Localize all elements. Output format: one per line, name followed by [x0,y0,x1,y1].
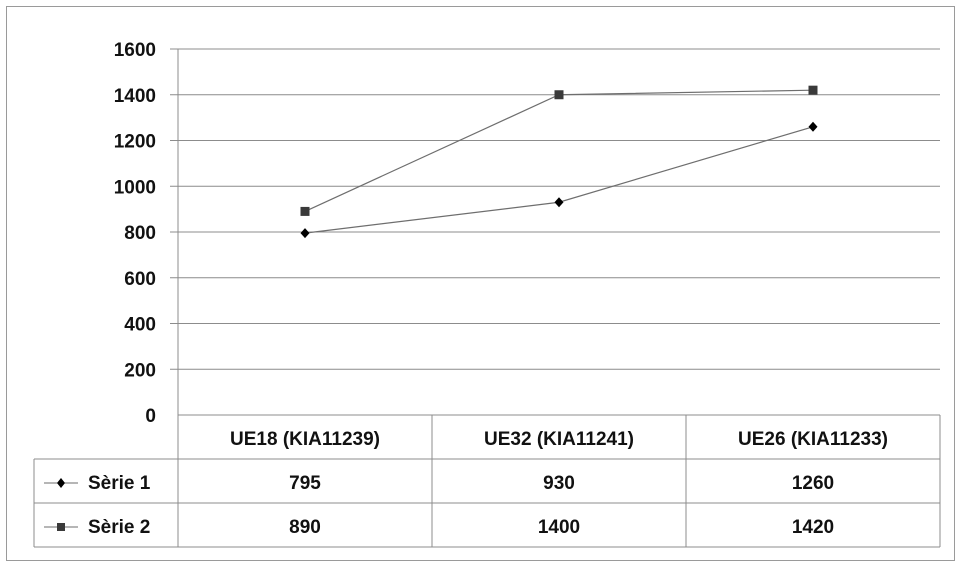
data-point-series-2 [808,85,818,95]
table-value: 930 [543,473,575,494]
legend-label: Sèrie 1 [88,473,151,494]
table-value: 795 [289,473,321,494]
data-table: UE18 (KIA11239) UE32 (KIA11241) UE26 (KIA1… [33,414,941,548]
table-value: 890 [289,517,321,538]
y-tick-label: 1400 [114,86,156,107]
series-line-1 [304,126,814,234]
y-tick-label: 800 [124,223,156,244]
x-tick-label: UE32 (KIA11241) [484,429,634,450]
chart-frame [6,6,955,561]
table-value: 1420 [792,517,834,538]
legend-marker-diamond [57,478,65,488]
y-tick-label: 600 [124,269,156,290]
series-line-2 [304,89,814,212]
data-point-series-1 [300,228,310,239]
y-tick-label: 1200 [114,132,156,153]
data-point-series-1 [554,197,564,208]
x-tick-label: UE26 (KIA11233) [738,429,888,450]
y-tick-label: 200 [124,360,156,381]
data-point-series-1 [808,121,818,132]
y-axis: 0 200 400 600 800 1000 1200 1400 1600 [114,40,179,459]
data-point-series-2 [300,206,310,216]
legend-marker-square [57,523,65,531]
y-tick-label: 1600 [114,40,156,61]
data-point-series-2 [554,90,564,100]
legend-label: Sèrie 2 [88,517,150,538]
y-tick-label: 400 [124,315,156,336]
series-group [300,85,818,239]
x-tick-label: UE18 (KIA11239) [230,429,380,450]
y-tick-label: 0 [145,406,156,427]
gridlines [170,48,940,370]
table-value: 1400 [538,517,580,538]
table-value: 1260 [792,473,834,494]
y-tick-label: 1000 [114,177,156,198]
